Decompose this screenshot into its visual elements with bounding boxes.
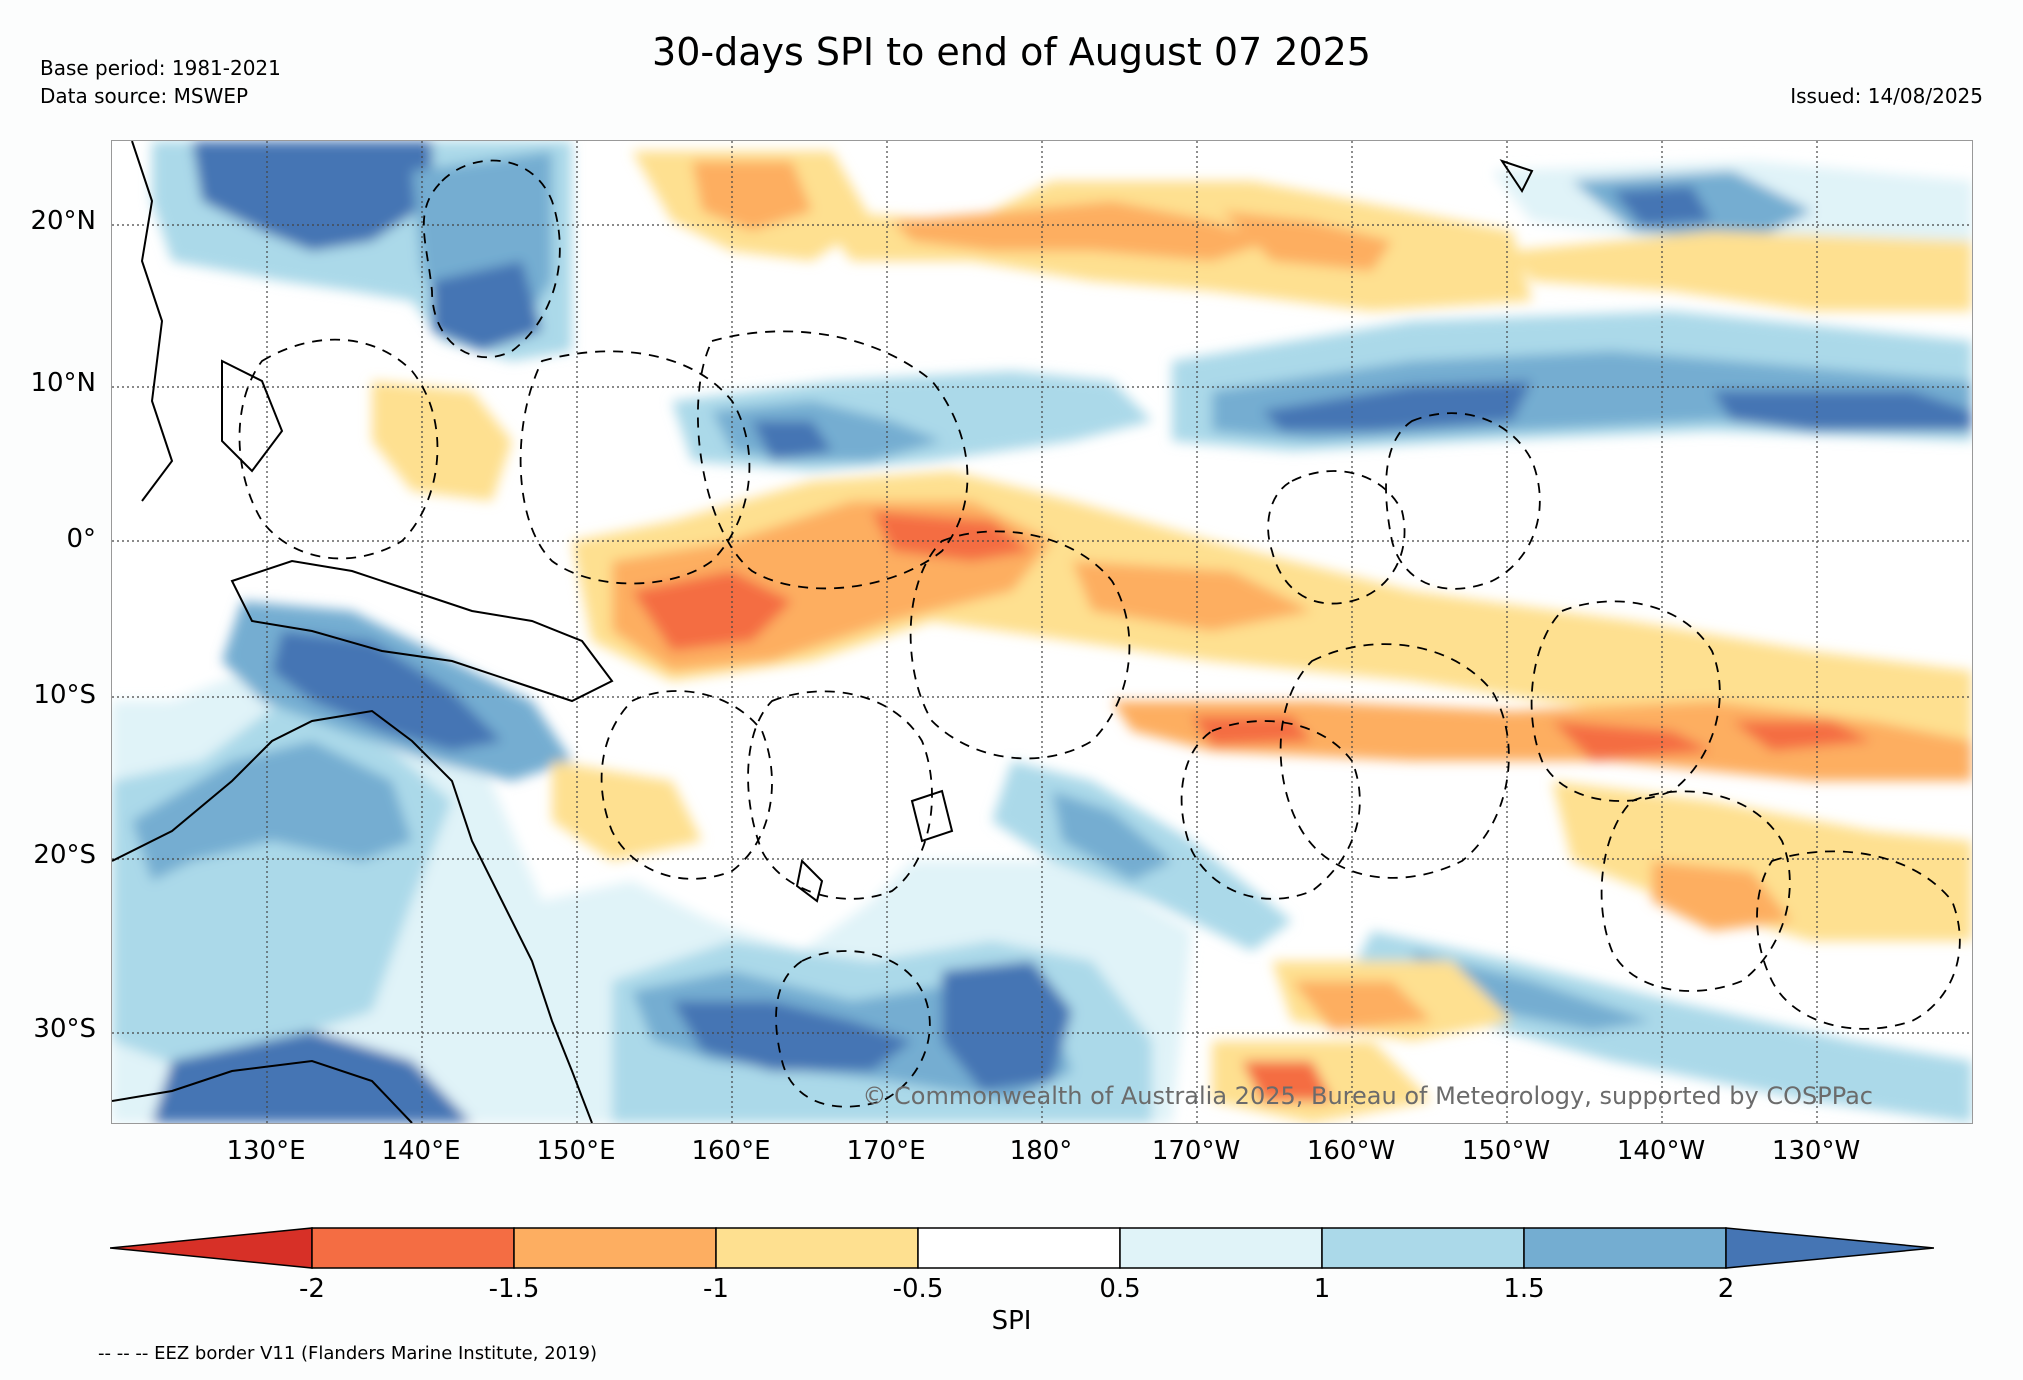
colorbar-segment-1 — [311, 1227, 515, 1269]
lat-label-30s: 30°S — [33, 1014, 96, 1044]
colorbar-label: SPI — [991, 1306, 1032, 1336]
lon-label-180: 180° — [1009, 1136, 1073, 1166]
colorbar-segment-3 — [715, 1227, 919, 1269]
colorbar-tick-1-5: 1.5 — [1503, 1274, 1545, 1304]
colorbar-tick-neg1: -1 — [703, 1274, 729, 1304]
colorbar-tick-2: 2 — [1717, 1274, 1735, 1304]
lon-label-160w: 160°W — [1306, 1136, 1396, 1166]
lon-label-150e: 150°E — [536, 1136, 616, 1166]
spi-map-canvas — [112, 141, 1972, 1123]
colorbar-segment-0 — [110, 1227, 313, 1269]
colorbar-segment-8 — [1725, 1227, 1934, 1269]
lon-label-170e: 170°E — [846, 1136, 926, 1166]
spi-map — [111, 140, 1973, 1124]
colorbar-tick-neg0-5: -0.5 — [892, 1274, 944, 1304]
colorbar-segment-4 — [917, 1227, 1121, 1269]
lon-label-160e: 160°E — [691, 1136, 771, 1166]
eez-borders — [238, 159, 1961, 1108]
lon-label-130w: 130°W — [1771, 1136, 1861, 1166]
issued-date-text: Issued: 14/08/2025 — [1790, 84, 1983, 108]
eez-border-note: -- -- -- EEZ border V11 (Flanders Marine… — [98, 1343, 598, 1364]
lat-label-20s: 20°S — [33, 840, 96, 870]
base-period-text: Base period: 1981-2021 — [40, 56, 281, 80]
spi-colorbar — [110, 1227, 1934, 1269]
colorbar-tick-1: 1 — [1313, 1274, 1331, 1304]
copyright-notice: © Commonwealth of Australia 2025, Bureau… — [862, 1082, 1873, 1110]
data-source-text: Data source: MSWEP — [40, 84, 249, 108]
lon-label-130e: 130°E — [226, 1136, 306, 1166]
lat-label-10s: 10°S — [33, 680, 96, 710]
lon-label-150w: 150°W — [1461, 1136, 1551, 1166]
colorbar-segment-5 — [1119, 1227, 1323, 1269]
lat-label-10n: 10°N — [30, 368, 96, 398]
lon-label-170w: 170°W — [1151, 1136, 1241, 1166]
lon-label-140e: 140°E — [381, 1136, 461, 1166]
lat-label-20n: 20°N — [30, 206, 96, 236]
graticule — [112, 141, 1972, 1123]
colorbar-tick-0-5: 0.5 — [1099, 1274, 1141, 1304]
map-title: 30-days SPI to end of August 07 2025 — [652, 30, 1371, 74]
colorbar-segment-7 — [1523, 1227, 1727, 1269]
lon-label-140w: 140°W — [1616, 1136, 1706, 1166]
lat-label-0: 0° — [66, 524, 96, 554]
colorbar-segment-6 — [1321, 1227, 1525, 1269]
colorbar-tick-neg2: -2 — [299, 1274, 325, 1304]
colorbar-segment-2 — [513, 1227, 717, 1269]
colorbar-tick-neg1-5: -1.5 — [488, 1274, 540, 1304]
